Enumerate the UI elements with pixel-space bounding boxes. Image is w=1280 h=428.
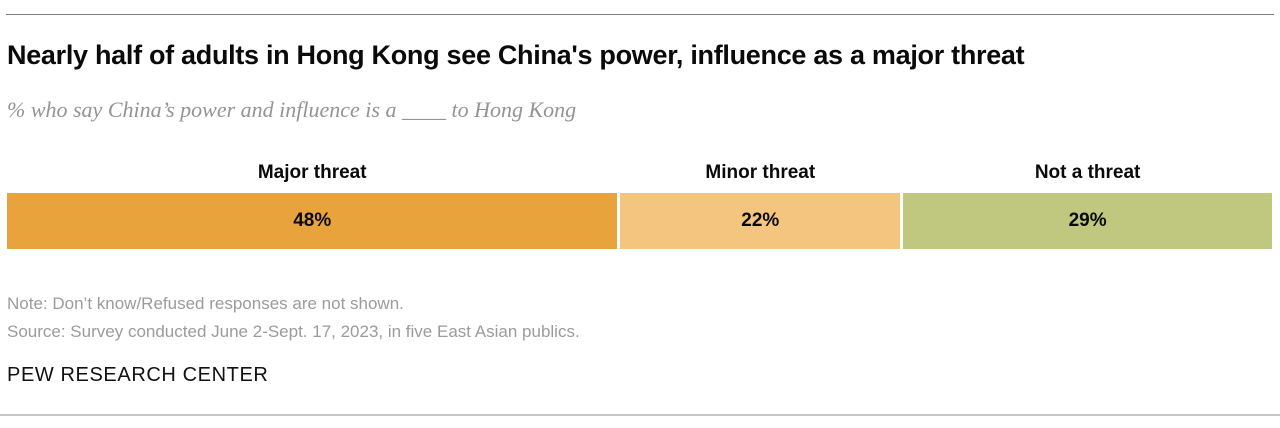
- stacked-bar-chart: Major threat Minor threat Not a threat 4…: [7, 162, 1272, 249]
- bar-segment-not-a-threat: 29%: [903, 193, 1272, 249]
- stacked-bar-row: 48% 22% 29%: [7, 193, 1272, 249]
- pew-research-center-wordmark: PEW RESEARCH CENTER: [7, 364, 269, 386]
- chart-subtitle: % who say China’s power and influence is…: [7, 97, 577, 122]
- category-label-not-a-threat: Not a threat: [1034, 162, 1141, 183]
- category-label-major-threat: Major threat: [257, 162, 367, 183]
- note-line: Note: Don’t know/Refused responses are n…: [7, 294, 404, 313]
- bar-value-label-major-threat: 48%: [293, 210, 332, 231]
- bar-segment-major-threat: 48%: [7, 193, 618, 249]
- chart-title: Nearly half of adults in Hong Kong see C…: [7, 40, 1025, 70]
- footnotes: Note: Don’t know/Refused responses are n…: [7, 290, 1273, 346]
- category-label-minor-threat: Minor threat: [705, 162, 816, 183]
- category-labels-row: Major threat Minor threat Not a threat: [7, 162, 1272, 184]
- top-divider: [6, 14, 1274, 15]
- bar-value-label-not-a-threat: 29%: [1068, 210, 1107, 231]
- bar-segment-minor-threat: 22%: [620, 193, 901, 249]
- bar-value-label-minor-threat: 22%: [741, 210, 780, 231]
- bottom-divider: [0, 414, 1280, 416]
- source-line: Source: Survey conducted June 2-Sept. 17…: [7, 322, 580, 341]
